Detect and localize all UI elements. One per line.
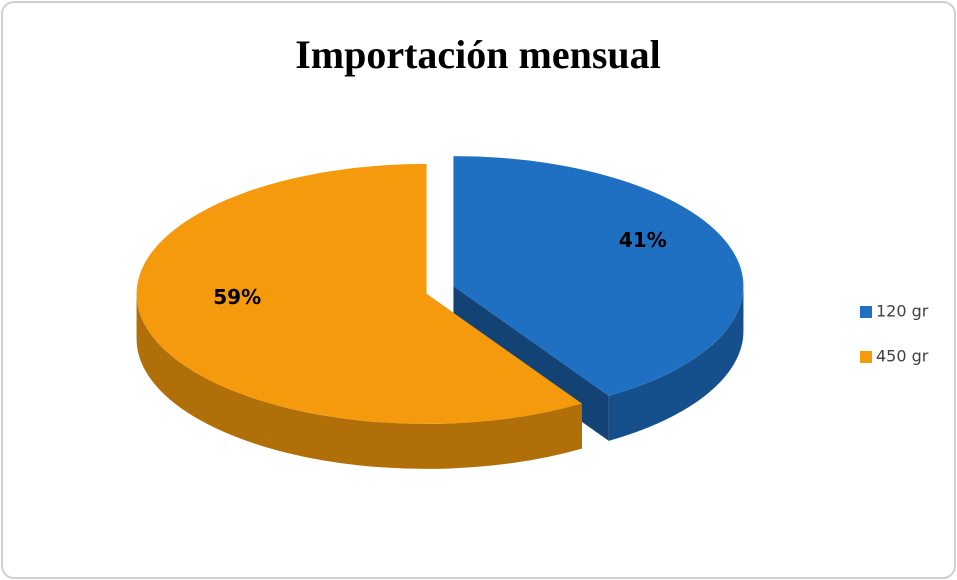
legend-label: 450 gr [876, 347, 929, 366]
pie-slice [136, 163, 582, 424]
data-label: 41% [619, 228, 667, 252]
legend-label: 120 gr [876, 302, 929, 321]
pie-slice [453, 156, 744, 396]
chart-title: Importación mensual [295, 32, 661, 77]
slice-wall [608, 286, 744, 441]
legend-swatch [860, 306, 872, 318]
slice-wall [136, 293, 582, 469]
data-label: 59% [213, 285, 261, 309]
legend-swatch [860, 351, 872, 363]
